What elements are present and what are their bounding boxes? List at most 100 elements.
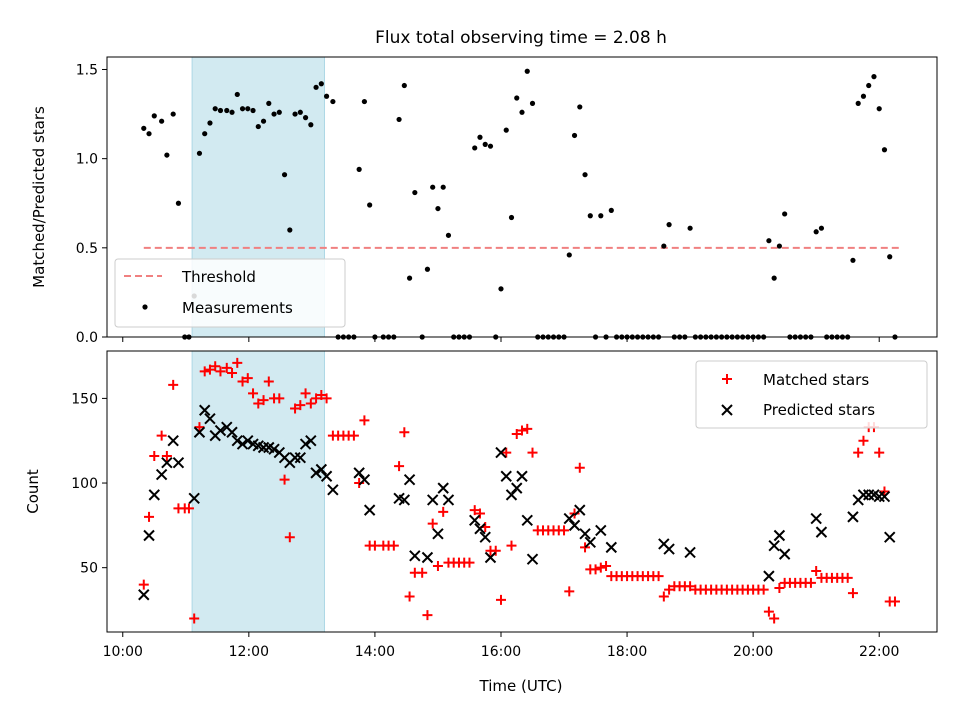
matched-star-point (399, 427, 410, 438)
predicted-star-point (188, 492, 200, 504)
predicted-star-point (563, 512, 575, 525)
predicted-star-point (584, 536, 596, 548)
matched-star-point (394, 461, 405, 472)
measurement-point (582, 172, 588, 178)
matched-star-point (517, 425, 527, 436)
matched-star-point (354, 478, 365, 489)
legend-threshold-label: Threshold (181, 268, 256, 286)
predicted-star-point (768, 539, 780, 552)
measurement-point (229, 109, 235, 115)
matched-star-point (595, 562, 606, 573)
predicted-star-point (299, 438, 312, 450)
predicted-star-point (310, 467, 322, 479)
measurement-point (234, 91, 240, 98)
predicted-star-point (574, 504, 586, 516)
legend-predicted-label: Predicted stars (763, 401, 875, 419)
measurement-point (302, 115, 309, 121)
measurement-point (323, 93, 330, 99)
matched-star-point (274, 393, 285, 404)
matched-star-point (569, 508, 580, 519)
measurement-point (482, 141, 488, 147)
predicted-star-point (204, 413, 216, 425)
measurement-point (771, 275, 777, 281)
matched-star-point (658, 591, 669, 602)
measurement-point (356, 166, 362, 172)
measurement-point (239, 106, 246, 112)
bottom-panel: 10:00 12:00 14:00 16:00 18:00 20:00 22:00 50 100… (24, 350, 938, 695)
matched-star-point (388, 540, 399, 551)
matched-star-point (311, 393, 322, 404)
bottom-legend: Matched stars Predicted stars (695, 360, 928, 429)
legend-measurements-label: Measurements (182, 299, 293, 317)
predicted-star-point (815, 526, 828, 538)
measurement-point (529, 100, 536, 106)
predicted-star-point (432, 528, 444, 540)
predicted-star-point (426, 494, 439, 506)
measurement-point (141, 125, 147, 131)
bottom-y-tick-label: 150 (71, 391, 98, 407)
predicted-star-point (421, 551, 434, 564)
matched-star-point (758, 584, 769, 595)
top-axis-ticks: 0.0 0.5 1.0 1.5 (76, 62, 880, 346)
matched-star-point (284, 532, 295, 543)
top-y-tick-label: 0.5 (76, 241, 98, 257)
matched-star-point (369, 540, 380, 551)
predicted-star-point (363, 504, 376, 516)
measurement-point (170, 111, 176, 117)
measurement-point (245, 106, 251, 112)
matched-star-point (189, 613, 200, 624)
predicted-star-point (516, 470, 528, 482)
top-plot-frame (106, 56, 938, 338)
matched-star-point (422, 610, 433, 621)
predicted-star-point (773, 529, 786, 542)
matched-star-point (156, 430, 167, 441)
predicted-star-point (199, 404, 211, 416)
predicted-star-point (579, 528, 591, 540)
measurement-point (255, 123, 261, 130)
predicted-star-point (469, 514, 481, 526)
matched-star-point (258, 395, 269, 406)
predicted-star-point (148, 489, 160, 501)
measurement-point (217, 107, 224, 114)
predicted-star-point (138, 589, 150, 601)
bottom-legend-box (695, 360, 928, 429)
predicted-star-point (409, 550, 421, 562)
matched-star-point (495, 594, 506, 605)
matched-star-point (232, 357, 243, 368)
matched-star-point (248, 388, 259, 399)
bottom-x-tick-label: 12:00 (229, 644, 269, 660)
bottom-x-tick-label: 10:00 (103, 644, 143, 660)
measurement-point (330, 98, 336, 105)
count-points (138, 357, 900, 624)
bottom-observing-span (191, 350, 325, 633)
matched-star-point (685, 581, 696, 592)
matched-star-point (811, 566, 822, 577)
matched-star-point (279, 474, 290, 485)
matched-star-point (559, 525, 570, 536)
predicted-star-point (231, 435, 243, 447)
measurement-point (782, 211, 788, 217)
predicted-star-point (172, 457, 185, 469)
matched-star-point (199, 366, 210, 377)
predicted-star-point (810, 512, 822, 525)
measurement-point (430, 184, 436, 190)
measurement-point (571, 132, 578, 139)
top-y-axis-label: Matched/Predicted stars (30, 106, 48, 288)
matched-star-point (858, 435, 869, 446)
predicted-star-point (605, 541, 618, 554)
matched-star-point (889, 596, 900, 607)
measurement-point (503, 127, 509, 133)
measurement-point (202, 131, 208, 137)
measurement-point (855, 100, 861, 106)
measurement-point (887, 254, 893, 260)
measurement-point (297, 109, 303, 115)
measurement-point (318, 81, 324, 87)
matched-star-point (574, 462, 585, 473)
predicted-star-point (663, 543, 675, 555)
measurement-point (401, 82, 407, 89)
matched-star-point (774, 582, 785, 593)
matched-star-point (227, 368, 238, 379)
measurement-point (577, 104, 583, 110)
measurement-point (271, 111, 277, 117)
matched-star-point (204, 364, 215, 375)
